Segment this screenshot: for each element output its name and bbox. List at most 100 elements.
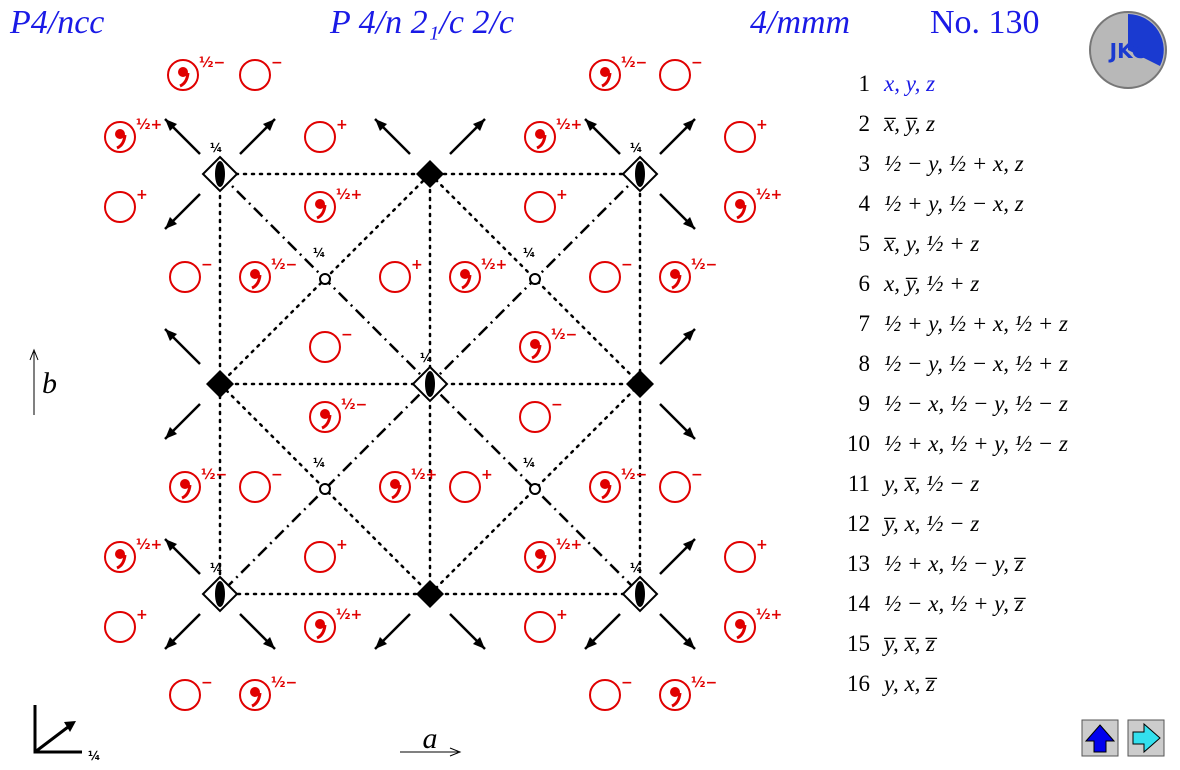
- enantiomorph-tail: [736, 624, 747, 640]
- up-arrow[interactable]: [1084, 724, 1116, 753]
- position-number: 14: [847, 591, 871, 616]
- position-number: 2: [859, 111, 871, 136]
- position-sign: ½+: [556, 117, 582, 133]
- enantiomorph-tail: [316, 204, 327, 220]
- height-label: ¼: [313, 456, 325, 470]
- position-number: 3: [859, 151, 871, 176]
- enantiomorph-dot: [535, 129, 545, 139]
- general-position: [239, 471, 271, 503]
- position-number: 8: [859, 351, 871, 376]
- screw-axis-head: [682, 636, 695, 649]
- height-label: ¼: [313, 246, 325, 260]
- position-sign: ½+: [336, 187, 362, 203]
- axis-a-arrow: [400, 747, 462, 757]
- general-position: [659, 471, 691, 503]
- position-sign: +: [336, 537, 348, 553]
- position-coords: ½ − y, ½ − x, ½ + z: [884, 351, 1068, 376]
- screw-axis-head: [585, 119, 598, 132]
- position-number: 16: [847, 671, 870, 696]
- screw-axis-head: [375, 636, 388, 649]
- enantiomorph-dot: [315, 619, 325, 629]
- general-position: [524, 611, 556, 643]
- enantiomorph-dot: [535, 549, 545, 559]
- position-coords: ½ + y, ½ − x, z: [884, 191, 1024, 216]
- position-sign: ½−: [341, 397, 367, 413]
- position-number: 4: [859, 191, 871, 216]
- height-axes: [33, 705, 82, 754]
- up-button[interactable]: [1081, 719, 1119, 757]
- logo-text: JKC: [1108, 39, 1147, 63]
- enantiomorph-dot: [530, 339, 540, 349]
- position-number: 6: [859, 271, 871, 296]
- next-arrow[interactable]: [1132, 722, 1161, 754]
- position-number: 1: [859, 71, 871, 96]
- height-arrowhead: [64, 721, 76, 732]
- enantiomorph-dot: [460, 269, 470, 279]
- height-label: ¼: [523, 456, 535, 470]
- position-sign: ½−: [621, 55, 647, 71]
- screw-axis-head: [262, 119, 275, 132]
- general-position: [449, 471, 481, 503]
- position-coords: x, y, z: [883, 71, 935, 96]
- inversion-center: [319, 273, 331, 285]
- next-button[interactable]: [1127, 719, 1165, 757]
- position-number: 12: [847, 511, 870, 536]
- twofold-lens: [215, 161, 225, 187]
- height-label: ¼: [523, 246, 535, 260]
- screw-axis-head: [165, 329, 178, 342]
- enantiomorph-tail: [116, 554, 127, 570]
- enantiomorph-tail: [116, 134, 127, 150]
- fourfold-rotoinversion: [416, 580, 444, 608]
- position-sign: +: [756, 537, 768, 553]
- position-coords: ½ − x, ½ − y, ½ − z: [884, 391, 1068, 416]
- position-sign: ½+: [411, 467, 437, 483]
- position-sign: −: [271, 55, 283, 71]
- screw-axis-head: [165, 539, 178, 552]
- position-sign: −: [551, 397, 563, 413]
- general-position: [379, 261, 411, 293]
- enantiomorph-dot: [390, 479, 400, 489]
- position-sign: ½+: [136, 537, 162, 553]
- fourfold-rotoinversion: [626, 370, 654, 398]
- general-position: [169, 679, 201, 711]
- enantiomorph-dot: [180, 479, 190, 489]
- position-number: 15: [847, 631, 870, 656]
- position-coords: x̅, y̅, z: [883, 111, 935, 136]
- screw-axis-head: [472, 636, 485, 649]
- screw-axis-head: [682, 539, 695, 552]
- inversion-center: [319, 483, 331, 495]
- position-number: 13: [847, 551, 870, 576]
- position-coords: ½ + y, ½ + x, ½ + z: [884, 311, 1068, 336]
- position-coords: x, y̅, ½ + z: [883, 271, 979, 296]
- enantiomorph-tail: [531, 344, 542, 360]
- general-position: [309, 331, 341, 363]
- position-coords: y, x, z̅: [882, 671, 938, 696]
- position-number: 10: [847, 431, 870, 456]
- fourfold-rotoinversion: [416, 160, 444, 188]
- screw-axis-head: [682, 329, 695, 342]
- general-position: [104, 191, 136, 223]
- position-number: 7: [859, 311, 871, 336]
- twofold-lens: [425, 371, 435, 397]
- enantiomorph-tail: [251, 274, 262, 290]
- position-sign: ½−: [621, 467, 647, 483]
- enantiomorph-tail: [251, 692, 262, 708]
- enantiomorph-dot: [250, 687, 260, 697]
- screw-axis-head: [682, 119, 695, 132]
- position-coords: x̅, y, ½ + z: [883, 231, 979, 256]
- twofold-lens: [635, 581, 645, 607]
- general-position: [169, 261, 201, 293]
- inversion-center: [529, 273, 541, 285]
- position-sign: −: [201, 257, 213, 273]
- enantiomorph-tail: [391, 484, 402, 500]
- position-sign: +: [556, 187, 568, 203]
- enantiomorph-tail: [321, 414, 332, 430]
- position-sign: −: [201, 675, 213, 691]
- axis-a: a: [423, 722, 438, 755]
- position-sign: ½−: [691, 257, 717, 273]
- general-position: [589, 261, 621, 293]
- position-sign: +: [136, 607, 148, 623]
- position-sign: +: [136, 187, 148, 203]
- position-sign: ½+: [756, 607, 782, 623]
- position-sign: ½+: [136, 117, 162, 133]
